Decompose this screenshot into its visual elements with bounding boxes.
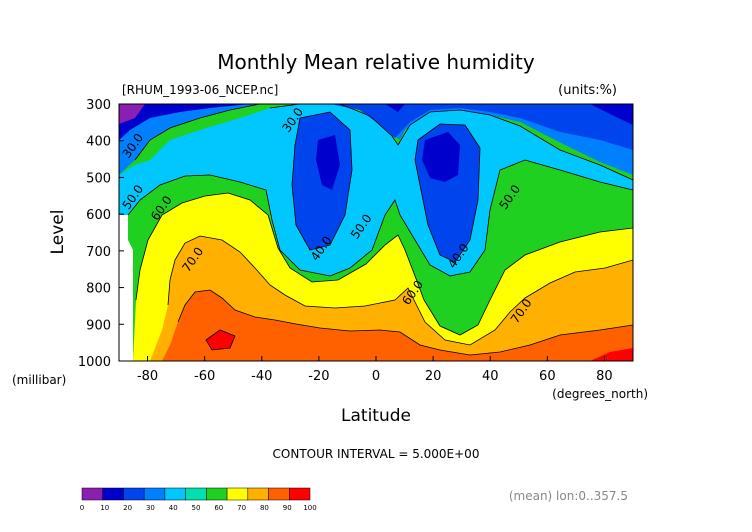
x-units: (degrees_north) (552, 387, 648, 401)
y-units: (millibar) (12, 373, 66, 387)
band-40 (119, 104, 633, 276)
file-label: [RHUM_1993-06_NCEP.nc] (122, 83, 278, 97)
colorbar: 0 10 20 30 40 50 60 70 80 90 100 (80, 487, 317, 512)
colorbar-swatch (81, 487, 103, 501)
colorbar-swatch (123, 487, 145, 501)
colorbar-label: 80 (260, 504, 269, 512)
band-80 (119, 290, 633, 361)
colorbar-swatch (247, 487, 269, 501)
colorbar-label: 70 (237, 504, 246, 512)
x-tick-label: -40 (251, 369, 272, 384)
colorbar-label: 100 (303, 504, 316, 512)
y-tick-label: 700 (86, 245, 111, 260)
units-label: (units:%) (558, 83, 617, 98)
colorbar-swatch (185, 487, 207, 501)
y-tick-label: 400 (86, 135, 111, 150)
y-tick-label: 1000 (78, 355, 111, 370)
colorbar-swatch (143, 487, 166, 501)
colorbar-swatch (206, 487, 228, 501)
colorbar-swatch (226, 487, 249, 501)
x-tick-label: 0 (372, 369, 380, 384)
x-tick-label: 40 (482, 369, 499, 384)
contour-interval: CONTOUR INTERVAL = 5.000E+00 (273, 447, 480, 461)
band-20 (119, 104, 633, 262)
colorbar-swatch (102, 487, 124, 501)
colorbar-label: 90 (283, 504, 292, 512)
y-tick-label: 600 (86, 208, 111, 223)
colorbar-label: 20 (123, 504, 132, 512)
footer-note: (mean) lon:0..357.5 (509, 489, 628, 503)
x-axis-label: Latitude (341, 406, 411, 426)
band-0 (119, 104, 145, 124)
x-axis: -80 -60 -40 -20 0 20 40 60 80 (137, 356, 613, 384)
colorbar-label: 40 (169, 504, 178, 512)
contour-lines (127, 104, 633, 356)
y-axis-label: Level (48, 210, 68, 255)
colorbar-label: 0 (80, 504, 84, 512)
colorbar-swatch (289, 487, 311, 501)
x-tick-label: -60 (194, 369, 215, 384)
y-axis: 300 400 500 600 700 800 900 1000 (78, 98, 124, 370)
x-tick-label: -20 (308, 369, 329, 384)
x-tick-label: 80 (596, 369, 613, 384)
x-tick-label: -80 (137, 369, 158, 384)
x-tick-label: 60 (539, 369, 556, 384)
x-tick-label: 20 (425, 369, 442, 384)
colorbar-label: 10 (100, 504, 109, 512)
y-tick-label: 500 (86, 171, 111, 186)
colorbar-label: 30 (146, 504, 155, 512)
colorbar-swatch (268, 487, 290, 501)
chart-title: Monthly Mean relative humidity (217, 50, 535, 74)
y-tick-label: 300 (86, 98, 111, 113)
y-tick-label: 800 (86, 282, 111, 297)
colorbar-label: 50 (192, 504, 201, 512)
contour-field: 30.030.050.0 60.070.0 40.050.060.040.050.0… (119, 104, 633, 361)
colorbar-label: 60 (214, 504, 223, 512)
band-10 (119, 104, 633, 190)
y-tick-label: 900 (86, 318, 111, 333)
colorbar-swatch (164, 487, 186, 501)
